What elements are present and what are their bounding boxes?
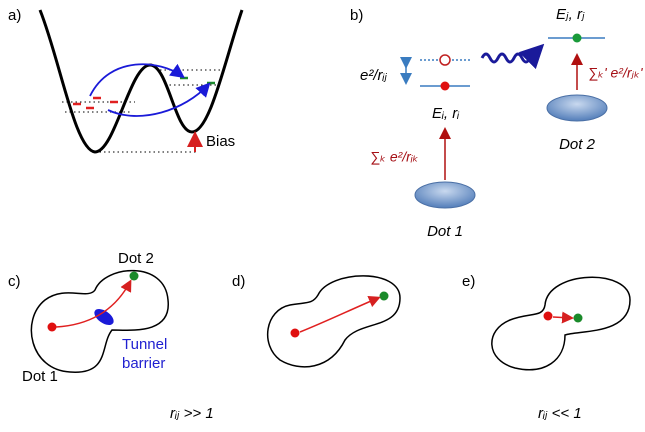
panel-label: c) xyxy=(8,273,21,290)
tunnel-arrow xyxy=(56,282,130,327)
electron xyxy=(441,82,450,91)
coulomb-label: e²/rᵢⱼ xyxy=(360,67,387,84)
dot-2-label: Dot 2 xyxy=(118,250,154,267)
photon xyxy=(482,48,540,62)
panel-label: d) xyxy=(232,273,245,290)
regime-label: rᵢⱼ << 1 xyxy=(538,405,582,422)
panel-b: b) e²/rᵢⱼ Eᵢ, rᵢ Eⱼ, rⱼ ∑ₖ' e²/rⱼₖ' Dot … xyxy=(350,6,644,240)
dot-1-label: Dot 1 xyxy=(427,223,463,240)
panel-c: c) Dot 2 Tunnel barrier Dot 1 rᵢⱼ >> 1 xyxy=(8,250,214,422)
barrier-label: barrier xyxy=(122,355,165,372)
panel-label: b) xyxy=(350,7,363,24)
state-j-label: Eⱼ, rⱼ xyxy=(556,6,585,23)
panel-e: e) rᵢⱼ << 1 xyxy=(462,273,630,422)
dot-1-label: Dot 1 xyxy=(22,368,58,385)
state-i-label: Eᵢ, rᵢ xyxy=(432,105,460,122)
electron xyxy=(130,272,139,281)
panel-a: a) Bias xyxy=(8,7,242,152)
green-levels xyxy=(180,78,215,83)
electron xyxy=(380,292,389,301)
sum-i-label: ∑ₖ e²/rᵢₖ xyxy=(370,149,419,166)
red-levels xyxy=(73,98,118,108)
potential xyxy=(40,10,242,152)
barrier-label: Tunnel xyxy=(122,336,167,353)
levels xyxy=(62,70,220,112)
outline xyxy=(492,277,630,369)
tunnel-arrow xyxy=(108,85,208,116)
electron xyxy=(291,329,300,338)
electron xyxy=(574,314,583,323)
electron xyxy=(544,312,553,321)
tunnel-arrow xyxy=(553,317,571,318)
outline xyxy=(268,276,400,367)
panel-label: a) xyxy=(8,7,21,24)
dot-1 xyxy=(415,182,475,208)
panel-d: d) xyxy=(232,273,400,367)
sum-j-label: ∑ₖ' e²/rⱼₖ' xyxy=(588,65,644,82)
electron xyxy=(48,323,57,332)
panel-label: e) xyxy=(462,273,475,290)
electron xyxy=(573,34,582,43)
empty-state xyxy=(440,55,450,65)
figure: a) Bias b) e²/rᵢⱼ Eᵢ, rᵢ Eⱼ, rⱼ ∑ₖ' e²/r… xyxy=(0,0,645,432)
bias-label: Bias xyxy=(206,133,235,150)
dot-2 xyxy=(547,95,607,121)
regime-label: rᵢⱼ >> 1 xyxy=(170,405,214,422)
dot-2-label: Dot 2 xyxy=(559,136,596,153)
